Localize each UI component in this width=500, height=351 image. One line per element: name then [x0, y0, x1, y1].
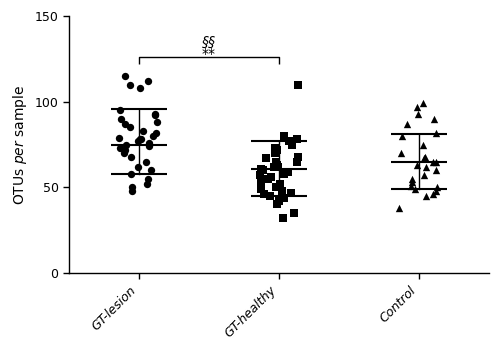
- Point: [272, 159, 280, 165]
- Point: [290, 210, 298, 216]
- Point: [258, 179, 266, 185]
- Point: [116, 145, 124, 151]
- Point: [406, 183, 414, 188]
- Point: [256, 166, 264, 171]
- Point: [418, 142, 426, 147]
- Point: [274, 197, 282, 202]
- Point: [408, 176, 416, 181]
- Point: [126, 171, 134, 177]
- Point: [260, 191, 268, 197]
- Point: [293, 159, 301, 165]
- Point: [294, 154, 302, 159]
- Point: [134, 138, 142, 144]
- Point: [413, 162, 421, 168]
- Point: [396, 205, 404, 211]
- Point: [272, 160, 280, 166]
- Point: [280, 133, 288, 139]
- Point: [280, 195, 288, 200]
- Point: [153, 119, 161, 125]
- Point: [264, 176, 272, 181]
- Point: [270, 164, 278, 170]
- Point: [432, 188, 440, 194]
- Point: [116, 135, 124, 140]
- Point: [272, 145, 280, 151]
- Point: [258, 167, 266, 173]
- Point: [422, 164, 430, 170]
- Point: [120, 147, 128, 152]
- Point: [126, 125, 134, 130]
- Point: [257, 186, 265, 192]
- Point: [146, 144, 154, 149]
- Point: [116, 116, 124, 122]
- Point: [404, 121, 411, 127]
- Point: [422, 193, 430, 199]
- Point: [136, 137, 144, 142]
- Point: [419, 101, 427, 106]
- Point: [146, 140, 154, 146]
- Point: [286, 138, 294, 144]
- Point: [149, 133, 157, 139]
- Point: [148, 167, 156, 173]
- Point: [422, 154, 430, 159]
- Point: [288, 142, 296, 147]
- Point: [116, 107, 124, 113]
- Point: [126, 82, 134, 87]
- Point: [144, 78, 152, 84]
- Point: [430, 116, 438, 122]
- Point: [275, 198, 283, 204]
- Point: [292, 137, 300, 142]
- Point: [411, 186, 419, 192]
- Point: [420, 155, 428, 161]
- Point: [128, 188, 136, 194]
- Point: [287, 190, 295, 195]
- Point: [120, 121, 128, 127]
- Point: [429, 159, 437, 165]
- Point: [294, 82, 302, 87]
- Point: [143, 181, 151, 187]
- Text: **: **: [202, 47, 216, 61]
- Point: [279, 216, 287, 221]
- Point: [136, 85, 144, 91]
- Point: [429, 191, 437, 197]
- Point: [256, 173, 264, 178]
- Point: [420, 173, 428, 178]
- Point: [432, 167, 440, 173]
- Point: [276, 181, 284, 187]
- Point: [412, 104, 420, 110]
- Point: [274, 164, 281, 170]
- Point: [274, 162, 281, 168]
- Point: [396, 150, 404, 156]
- Point: [280, 171, 288, 177]
- Point: [272, 185, 280, 190]
- Point: [122, 142, 130, 147]
- Point: [142, 159, 150, 165]
- Point: [433, 185, 441, 190]
- Point: [152, 111, 160, 117]
- Text: §§: §§: [202, 35, 216, 49]
- Point: [273, 147, 281, 152]
- Point: [278, 188, 286, 194]
- Point: [414, 111, 422, 117]
- Y-axis label: OTUs $\it{per}$ sample: OTUs $\it{per}$ sample: [11, 84, 29, 205]
- Point: [271, 150, 279, 156]
- Point: [150, 113, 158, 118]
- Point: [266, 193, 274, 199]
- Point: [267, 174, 275, 180]
- Point: [262, 155, 270, 161]
- Point: [432, 159, 440, 165]
- Point: [152, 130, 160, 135]
- Point: [137, 137, 145, 142]
- Point: [144, 176, 152, 181]
- Point: [398, 133, 406, 139]
- Point: [128, 185, 136, 190]
- Point: [122, 73, 130, 79]
- Point: [134, 164, 142, 170]
- Point: [274, 202, 281, 207]
- Point: [120, 150, 128, 156]
- Point: [139, 128, 147, 134]
- Point: [284, 169, 292, 175]
- Point: [128, 154, 136, 159]
- Point: [408, 179, 416, 185]
- Point: [432, 130, 440, 135]
